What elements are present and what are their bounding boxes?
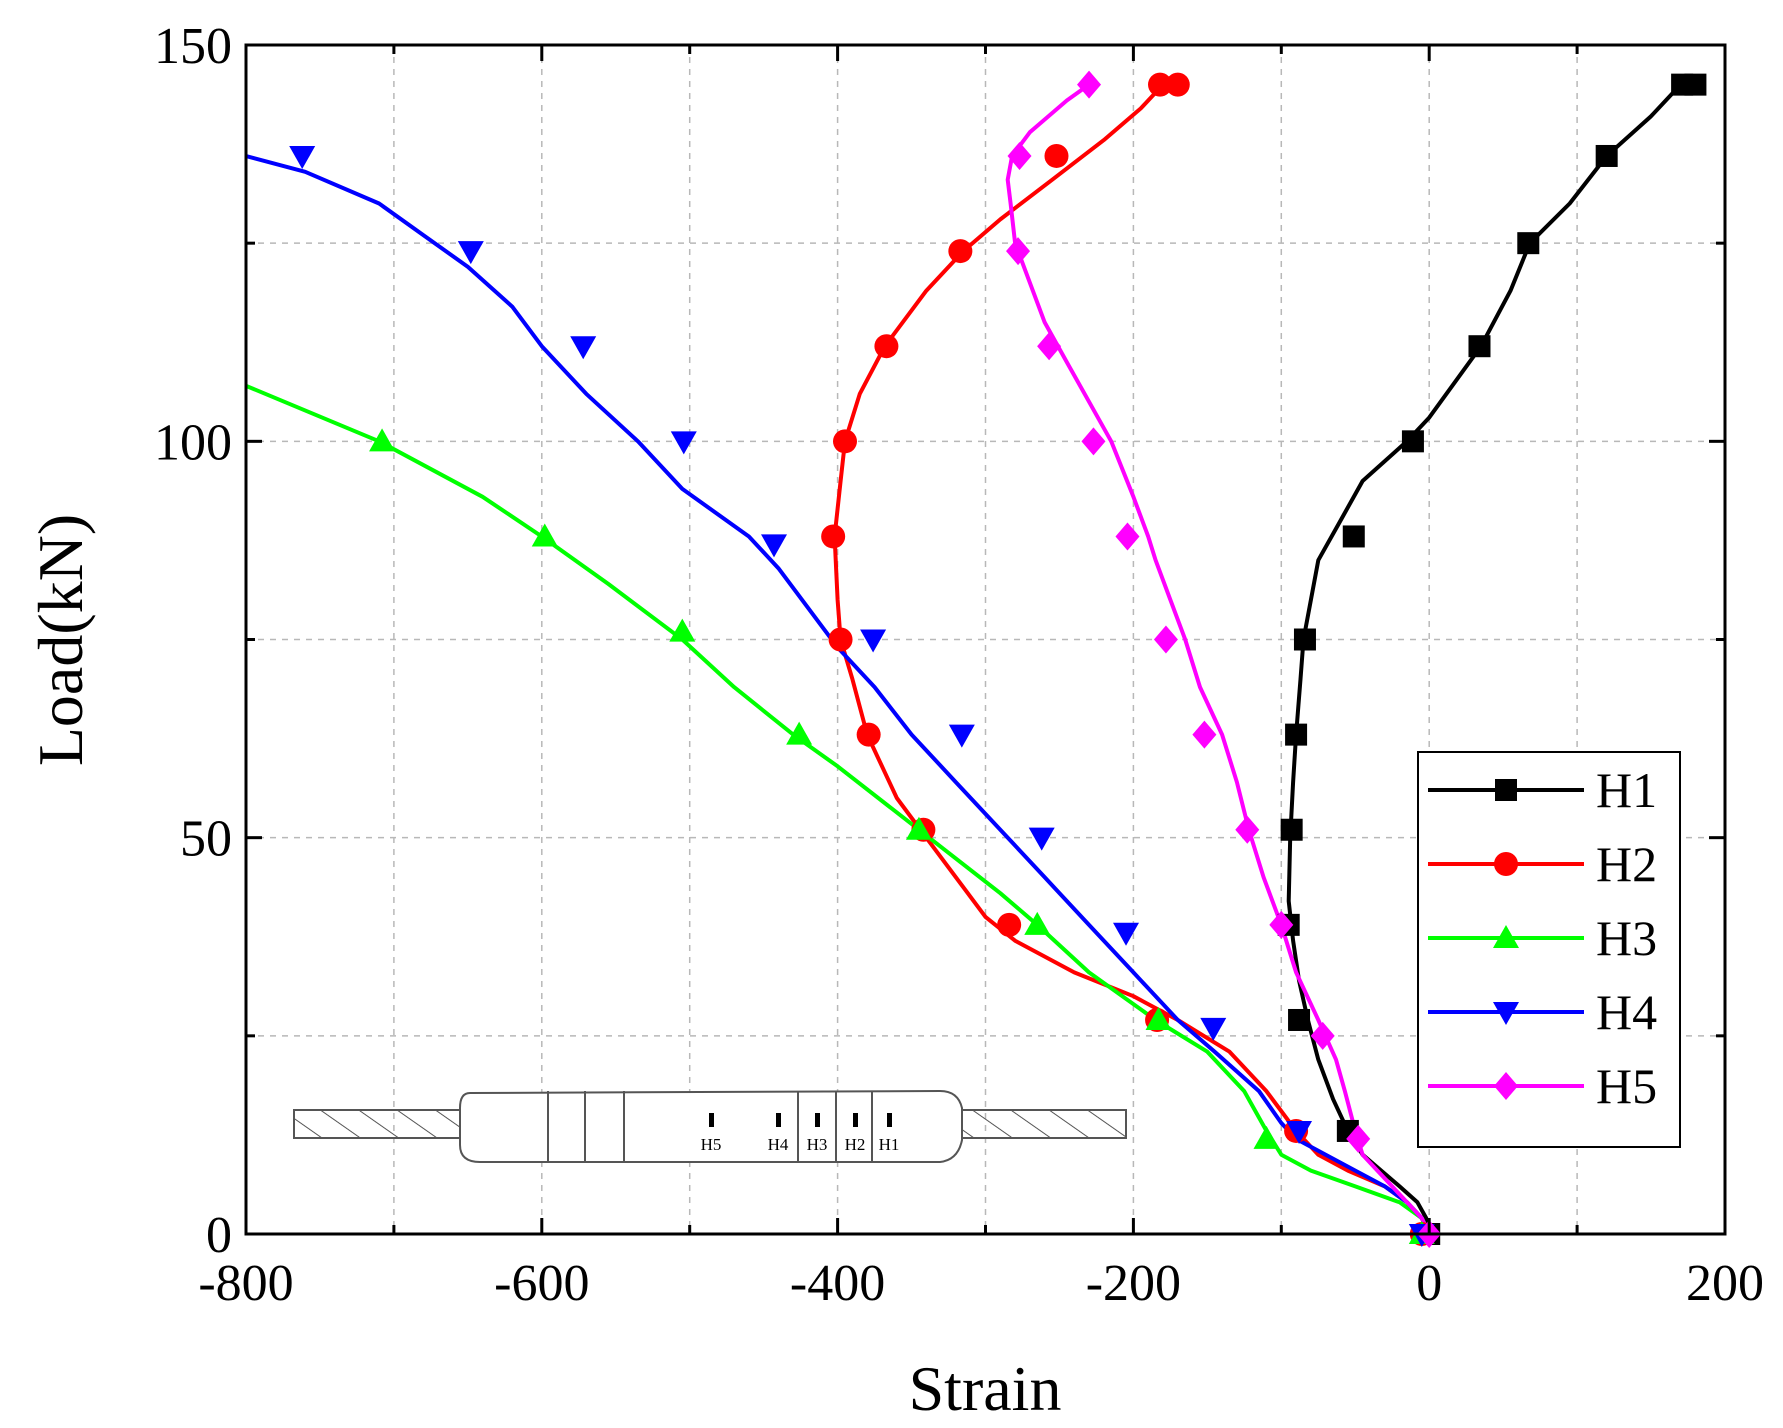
x-tick-label: -600: [494, 1255, 589, 1312]
data-point-h1: [1517, 232, 1540, 255]
x-axis-title: Strain: [909, 1353, 1062, 1424]
data-point-h1: [1401, 430, 1424, 453]
data-point-h4: [1200, 1017, 1227, 1041]
data-point-h1: [1342, 525, 1365, 548]
left-hatched-bar: [293, 1109, 461, 1139]
gauge-mark-h2: [853, 1113, 858, 1127]
x-tick-label: -200: [1086, 1255, 1181, 1312]
tick-labels: -800 -600 -400 -200 0 200 0 50 100 150: [154, 18, 1764, 1312]
legend-marker-h4: [1493, 1002, 1519, 1025]
data-point-h5: [1192, 720, 1217, 749]
data-point-h3: [669, 618, 696, 642]
specimen-schematic: H5 H4 H3 H2 H1: [293, 1089, 1127, 1163]
legend-marker-h5: [1494, 1072, 1518, 1100]
y-tick-label: 150: [154, 18, 232, 75]
y-axis-title: Load(kN): [25, 514, 96, 766]
data-point-h4: [1286, 1120, 1313, 1144]
legend-label-h4: H4: [1596, 984, 1657, 1040]
gauge-mark-h4: [776, 1113, 781, 1127]
data-point-h2: [828, 627, 853, 652]
y-tick-label: 50: [180, 811, 232, 868]
data-point-h5: [1081, 427, 1106, 456]
data-point-h4: [860, 629, 887, 653]
data-point-h5: [1269, 910, 1294, 939]
data-point-h2: [856, 722, 881, 747]
data-point-h2: [1165, 72, 1190, 97]
data-point-h2: [832, 429, 857, 454]
data-point-h4: [570, 336, 597, 360]
data-point-h5: [1007, 141, 1032, 170]
series-line-h4: [246, 154, 1432, 1234]
gauge-label-h1: H1: [879, 1135, 900, 1154]
y-tick-label: 100: [154, 414, 232, 471]
legend-label-h2: H2: [1596, 836, 1657, 892]
data-point-h2: [1148, 72, 1173, 97]
data-point-h2: [821, 524, 846, 549]
data-point-h3: [1145, 1006, 1172, 1030]
gauge-label-h5: H5: [701, 1135, 722, 1154]
data-point-h2: [997, 912, 1022, 937]
data-point-h3: [531, 523, 558, 547]
data-point-h5: [1153, 625, 1178, 654]
gauge-label-h2: H2: [845, 1135, 866, 1154]
data-point-h4: [670, 431, 697, 455]
data-point-h2: [1044, 143, 1069, 168]
legend-box: [1417, 751, 1681, 1148]
data-point-h4: [457, 241, 484, 265]
data-point-h5: [1077, 70, 1102, 99]
data-point-h4: [761, 534, 788, 558]
series-line-h2: [832, 82, 1432, 1234]
data-point-h3: [905, 816, 932, 840]
gauge-mark-h5: [709, 1113, 714, 1127]
legend-marker-h1: [1495, 779, 1517, 801]
legend-label-h1: H1: [1596, 762, 1657, 818]
legend-label-h3: H3: [1596, 910, 1657, 966]
data-point-h3: [786, 721, 813, 745]
data-point-h5: [1037, 332, 1062, 361]
data-point-h5: [1115, 522, 1140, 551]
data-point-h3: [1253, 1125, 1280, 1149]
data-point-h1: [1293, 628, 1316, 651]
data-point-h5: [1310, 1021, 1335, 1050]
gauge-mark-h3: [815, 1113, 820, 1127]
x-tick-label: 0: [1416, 1255, 1442, 1312]
x-tick-label: -800: [198, 1255, 293, 1312]
data-point-h1: [1468, 335, 1491, 358]
legend-label-h5: H5: [1596, 1058, 1657, 1114]
x-tick-label: 200: [1686, 1255, 1764, 1312]
data-point-h5: [1346, 1124, 1371, 1153]
legend: H1 H2 H3 H4 H5: [1417, 751, 1681, 1148]
legend-marker-h2: [1494, 852, 1518, 876]
data-point-h4: [1113, 922, 1140, 946]
data-point-h1: [1285, 723, 1308, 746]
gauge-label-h4: H4: [768, 1135, 789, 1154]
y-tick-label: 0: [206, 1207, 232, 1264]
data-point-h1: [1280, 818, 1303, 841]
axis-ticks: [244, 43, 1727, 1236]
data-point-h2: [874, 334, 899, 359]
data-point-h4: [289, 145, 316, 169]
data-point-h1: [1288, 1008, 1311, 1031]
gauge-label-h3: H3: [807, 1135, 828, 1154]
data-point-h5: [1235, 815, 1260, 844]
data-point-h1: [1684, 73, 1707, 96]
data-point-h5: [1006, 237, 1031, 266]
legend-marker-h3: [1493, 925, 1519, 948]
data-point-h1: [1595, 144, 1618, 167]
right-hatched-bar: [957, 1109, 1127, 1139]
x-tick-label: -400: [790, 1255, 885, 1312]
gauge-mark-h1: [887, 1113, 892, 1127]
data-point-h4: [1028, 827, 1055, 851]
data-point-h3: [1024, 911, 1051, 935]
data-point-h4: [948, 724, 975, 748]
data-point-h3: [369, 428, 396, 452]
data-point-h2: [948, 239, 973, 264]
